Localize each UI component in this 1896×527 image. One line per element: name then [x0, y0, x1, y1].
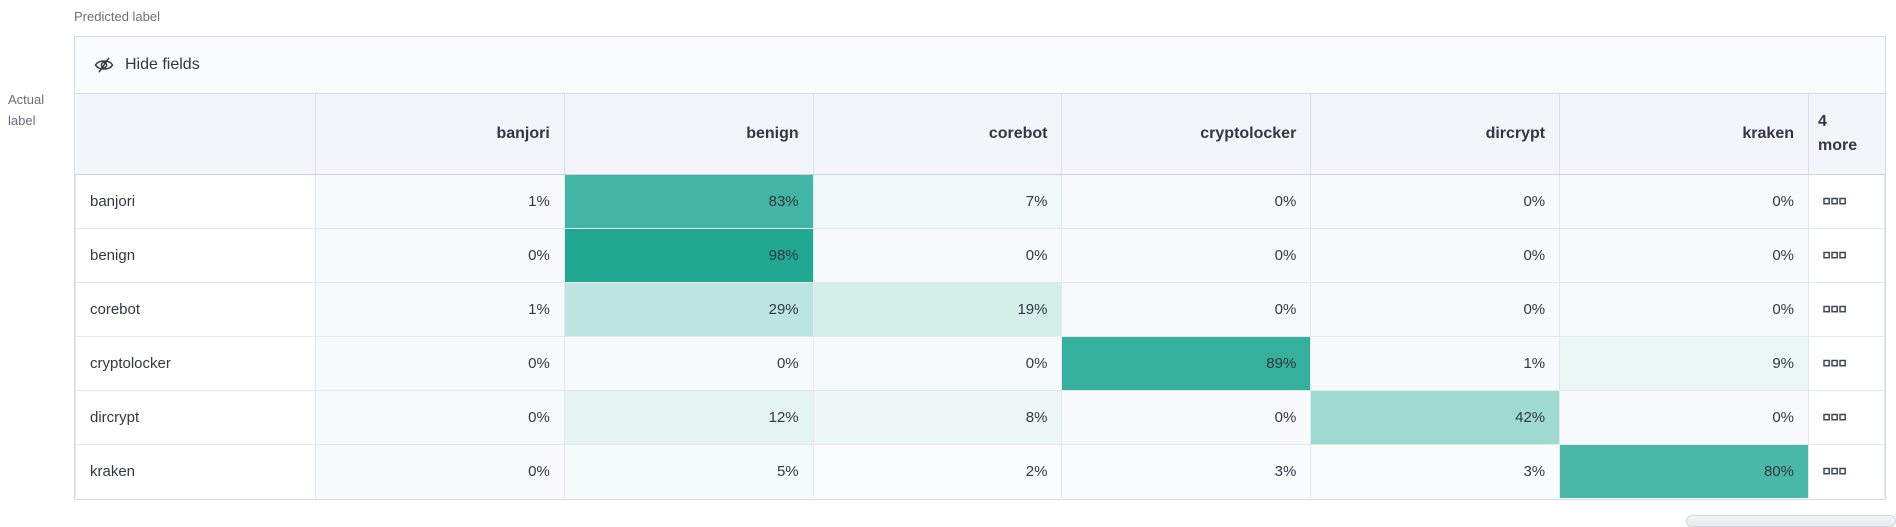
column-header-benign[interactable]: benign — [563, 94, 814, 175]
cell-benign-corebot[interactable]: 0% — [812, 227, 1063, 283]
cell-benign-kraken[interactable]: 0% — [1559, 227, 1809, 283]
cell-banjori-cryptolocker[interactable]: 0% — [1061, 173, 1312, 229]
column-header-kraken[interactable]: kraken — [1559, 94, 1809, 175]
row-label-dircrypt[interactable]: dircrypt — [75, 389, 316, 445]
cell-dircrypt-dircrypt[interactable]: 42% — [1310, 389, 1561, 445]
header-row: banjori benign corebot cryptolocker dircrypt… — [75, 94, 1885, 175]
boxes-horizontal-icon — [1823, 409, 1846, 426]
table-row-corebot: corebot 1% 29% 19% 0% 0% 0% — [75, 281, 1885, 337]
actual-label-line2: label — [8, 113, 36, 128]
cell-banjori-corebot[interactable]: 7% — [812, 173, 1063, 229]
cell-dircrypt-cryptolocker[interactable]: 0% — [1061, 389, 1312, 445]
column-header-cryptolocker[interactable]: cryptolocker — [1061, 94, 1312, 175]
cell-banjori-dircrypt[interactable]: 0% — [1310, 173, 1561, 229]
cell-kraken-cryptolocker[interactable]: 3% — [1061, 443, 1312, 498]
more-columns-header[interactable]: 4 more — [1808, 94, 1885, 175]
cell-benign-cryptolocker[interactable]: 0% — [1061, 227, 1312, 283]
cell-kraken-kraken[interactable]: 80% — [1559, 443, 1809, 498]
horizontal-scrollbar[interactable] — [1686, 515, 1896, 527]
boxes-horizontal-icon — [1823, 247, 1846, 264]
column-header-corebot[interactable]: corebot — [812, 94, 1063, 175]
actual-label: Actual label — [8, 89, 44, 131]
boxes-horizontal-icon — [1823, 355, 1846, 372]
table-row-kraken: kraken 0% 5% 2% 3% 3% 80% — [75, 443, 1885, 498]
row-label-corebot[interactable]: corebot — [75, 281, 316, 337]
cell-corebot-benign[interactable]: 29% — [563, 281, 814, 337]
hide-fields-button[interactable]: Hide fields — [94, 55, 200, 75]
cell-cryptolocker-cryptolocker[interactable]: 89% — [1061, 335, 1312, 391]
boxes-horizontal-icon — [1823, 463, 1846, 480]
table-row-cryptolocker: cryptolocker 0% 0% 0% 89% 1% 9% — [75, 335, 1885, 391]
row-label-benign[interactable]: benign — [75, 227, 316, 283]
table-row-dircrypt: dircrypt 0% 12% 8% 0% 42% 0% — [75, 389, 1885, 445]
more-columns-count: 4 — [1818, 112, 1827, 130]
row-label-banjori[interactable]: banjori — [75, 173, 316, 229]
cell-corebot-kraken[interactable]: 0% — [1559, 281, 1809, 337]
cell-banjori-banjori[interactable]: 1% — [315, 173, 565, 229]
corner-cell — [75, 94, 316, 175]
cell-dircrypt-banjori[interactable]: 0% — [315, 389, 565, 445]
more-cell-dircrypt[interactable] — [1808, 389, 1885, 445]
boxes-horizontal-icon — [1823, 301, 1846, 318]
table-row-benign: benign 0% 98% 0% 0% 0% 0% — [75, 227, 1885, 283]
eye-closed-icon — [94, 55, 114, 75]
boxes-horizontal-icon — [1823, 193, 1846, 210]
cell-kraken-corebot[interactable]: 2% — [812, 443, 1063, 498]
more-cell-cryptolocker[interactable] — [1808, 335, 1885, 391]
datagrid-toolbar: Hide fields — [75, 37, 1885, 94]
more-cell-kraken[interactable] — [1808, 443, 1885, 498]
cell-dircrypt-kraken[interactable]: 0% — [1559, 389, 1809, 445]
cell-corebot-corebot[interactable]: 19% — [812, 281, 1063, 337]
cell-corebot-dircrypt[interactable]: 0% — [1310, 281, 1561, 337]
predicted-label: Predicted label — [74, 9, 160, 24]
more-cell-banjori[interactable] — [1808, 173, 1885, 229]
more-columns-word: more — [1818, 136, 1858, 154]
cell-kraken-banjori[interactable]: 0% — [315, 443, 565, 498]
cell-cryptolocker-banjori[interactable]: 0% — [315, 335, 565, 391]
cell-cryptolocker-kraken[interactable]: 9% — [1559, 335, 1809, 391]
cell-banjori-benign[interactable]: 83% — [563, 173, 814, 229]
row-label-kraken[interactable]: kraken — [75, 443, 316, 498]
cell-corebot-cryptolocker[interactable]: 0% — [1061, 281, 1312, 337]
column-header-dircrypt[interactable]: dircrypt — [1310, 94, 1561, 175]
more-cell-benign[interactable] — [1808, 227, 1885, 283]
cell-dircrypt-corebot[interactable]: 8% — [812, 389, 1063, 445]
cell-kraken-benign[interactable]: 5% — [563, 443, 814, 498]
cell-cryptolocker-dircrypt[interactable]: 1% — [1310, 335, 1561, 391]
column-header-banjori[interactable]: banjori — [315, 94, 565, 175]
cell-kraken-dircrypt[interactable]: 3% — [1310, 443, 1561, 498]
cell-benign-dircrypt[interactable]: 0% — [1310, 227, 1561, 283]
hide-fields-label: Hide fields — [125, 56, 200, 73]
more-cell-corebot[interactable] — [1808, 281, 1885, 337]
row-label-cryptolocker[interactable]: cryptolocker — [75, 335, 316, 391]
cell-cryptolocker-benign[interactable]: 0% — [563, 335, 814, 391]
confusion-matrix-table: banjori benign corebot cryptolocker dircrypt… — [75, 94, 1885, 498]
cell-corebot-banjori[interactable]: 1% — [315, 281, 565, 337]
confusion-matrix-panel: Hide fields banjori benign corebot cryptolo… — [74, 36, 1886, 500]
cell-benign-benign[interactable]: 98% — [563, 227, 814, 283]
cell-benign-banjori[interactable]: 0% — [315, 227, 565, 283]
table-row-banjori: banjori 1% 83% 7% 0% 0% 0% — [75, 173, 1885, 229]
cell-banjori-kraken[interactable]: 0% — [1559, 173, 1809, 229]
cell-cryptolocker-corebot[interactable]: 0% — [812, 335, 1063, 391]
cell-dircrypt-benign[interactable]: 12% — [563, 389, 814, 445]
actual-label-line1: Actual — [8, 92, 45, 107]
